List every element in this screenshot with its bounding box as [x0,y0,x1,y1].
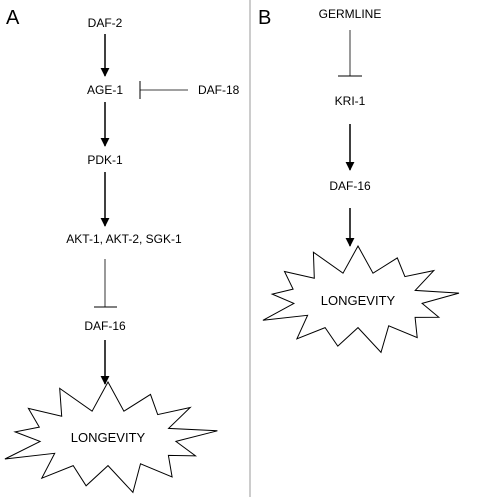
node-age1: AGE-1 [87,83,123,97]
node-daf2: DAF-2 [88,16,123,30]
node-akt: AKT-1, AKT-2, SGK-1 [66,232,182,246]
longevity-burst-a [4,380,218,494]
node-daf16-a: DAF-16 [84,319,126,333]
node-pdk1: PDK-1 [87,153,123,167]
node-daf18: DAF-18 [198,83,240,97]
node-germline: GERMLINE [319,7,382,21]
longevity-label-b: LONGEVITY [321,293,396,308]
panel-b: B GERMLINE KRI-1 DAF-16 LONGEVITY [258,7,460,354]
longevity-burst-b [262,244,460,354]
panel-a-label: A [6,7,20,29]
panel-a: A DAF-2 AGE-1 DAF-18 PDK-1 AKT-1, AKT-2,… [4,7,240,494]
node-daf16-b: DAF-16 [329,179,371,193]
node-kri1: KRI-1 [335,94,366,108]
panel-b-label: B [258,7,271,29]
longevity-label-a: LONGEVITY [71,430,146,445]
